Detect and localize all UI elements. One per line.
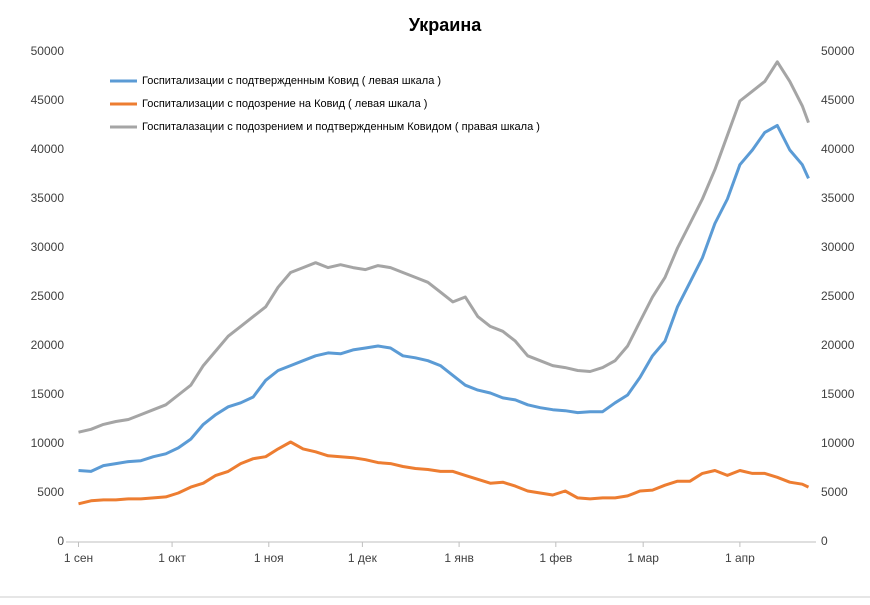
y-tick-label: 20000 [31,338,65,352]
y2-tick-label: 0 [821,534,828,548]
y2-tick-label: 20000 [821,338,855,352]
chart-title: Украина [409,15,482,35]
x-tick-label: 1 янв [444,551,474,565]
series-line [78,440,810,506]
x-tick-label: 1 мар [627,551,659,565]
y-tick-label: 25000 [31,289,65,303]
y-tick-label: 30000 [31,240,65,254]
x-tick-label: 1 окт [158,551,186,565]
x-tick-label: 1 дек [348,551,378,565]
legend-label: Госпиталазации с подозрением и подтвержд… [142,121,540,133]
y2-tick-label: 50000 [821,44,855,58]
y2-tick-label: 25000 [821,289,855,303]
y-tick-label: 45000 [31,93,65,107]
y-tick-label: 15000 [31,387,65,401]
y2-tick-label: 35000 [821,191,855,205]
y-tick-label: 40000 [31,142,65,156]
series-line [78,124,810,473]
y-tick-label: 50000 [31,44,65,58]
legend-label: Госпитализации с подозрение на Ковид ( л… [142,98,427,110]
x-tick-label: 1 ноя [254,551,284,565]
y-tick-label: 5000 [37,485,64,499]
y-tick-label: 35000 [31,191,65,205]
y-tick-label: 10000 [31,436,65,450]
y2-tick-label: 30000 [821,240,855,254]
x-tick-label: 1 сен [64,551,93,565]
y-tick-label: 0 [57,534,64,548]
y2-tick-label: 15000 [821,387,855,401]
x-tick-label: 1 апр [725,551,755,565]
y2-tick-label: 10000 [821,436,855,450]
x-tick-label: 1 фев [539,551,572,565]
series-line [78,60,810,434]
y2-tick-label: 40000 [821,142,855,156]
legend-label: Госпитализации с подтвержденным Ковид ( … [142,75,441,87]
y2-tick-label: 5000 [821,485,848,499]
y2-tick-label: 45000 [821,93,855,107]
